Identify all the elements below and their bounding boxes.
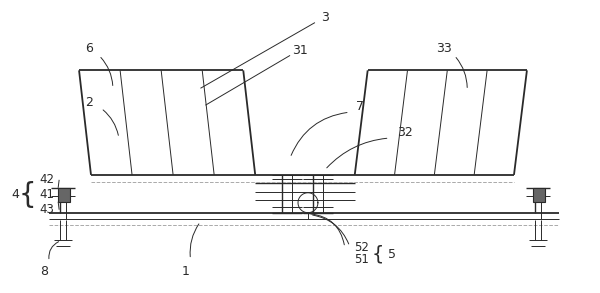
Text: 2: 2 — [85, 96, 93, 109]
Text: 6: 6 — [85, 42, 93, 55]
Bar — [58, 188, 70, 202]
Text: 31: 31 — [292, 44, 308, 57]
Text: 33: 33 — [436, 42, 452, 55]
Text: 5: 5 — [388, 248, 395, 261]
Bar — [533, 188, 545, 202]
Text: 42: 42 — [40, 173, 55, 186]
Text: 41: 41 — [40, 188, 55, 201]
Text: 32: 32 — [397, 126, 412, 139]
Text: 4: 4 — [11, 188, 19, 201]
Text: 7: 7 — [356, 100, 364, 113]
Text: 43: 43 — [40, 203, 55, 216]
Text: {: { — [19, 181, 36, 209]
Text: {: { — [371, 245, 384, 264]
Text: 51: 51 — [354, 253, 369, 266]
Text: 3: 3 — [321, 11, 329, 24]
Text: 8: 8 — [40, 265, 48, 278]
Text: 1: 1 — [182, 265, 190, 278]
Text: 52: 52 — [354, 241, 369, 254]
